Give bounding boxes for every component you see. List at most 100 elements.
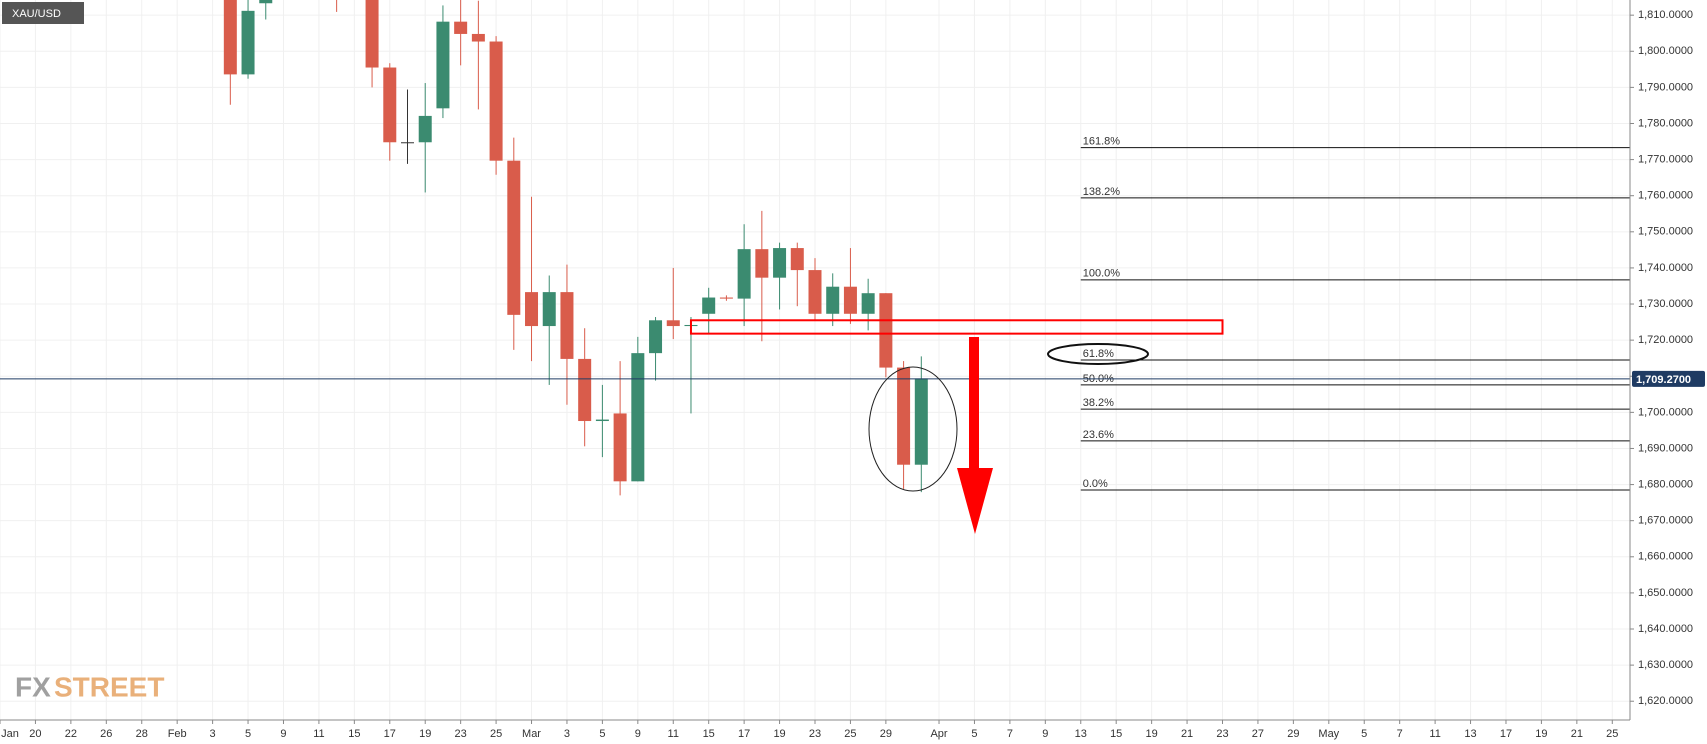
x-tick-label: 5 [245, 728, 251, 740]
candle-body [861, 293, 875, 314]
x-tick-label: 3 [564, 728, 570, 740]
logo-prefix: FX [15, 671, 51, 702]
annotations [868, 337, 1149, 534]
candle-body [649, 320, 663, 354]
y-tick-label: 1,720.0000 [1638, 334, 1693, 346]
x-tick-label: Mar [522, 728, 541, 740]
x-tick-label: 23 [455, 728, 467, 740]
x-tick-label: 27 [1252, 728, 1264, 740]
candle-body [719, 297, 733, 299]
y-tick-label: 1,700.0000 [1638, 406, 1693, 418]
candle-body [595, 419, 609, 422]
logo-suffix: STREET [54, 671, 164, 702]
x-tick-label: 11 [1429, 728, 1440, 740]
y-tick-label: 1,690.0000 [1638, 442, 1693, 454]
candle-body [401, 142, 414, 144]
x-tick-label: 26 [100, 728, 112, 740]
x-tick-label: 19 [1535, 728, 1547, 740]
candle-body [436, 21, 450, 109]
x-tick-label: 19 [1146, 728, 1158, 740]
candle-body [259, 0, 273, 4]
y-tick-label: 1,750.0000 [1638, 226, 1693, 238]
x-tick-label: 3 [210, 728, 216, 740]
y-tick-label: 1,810.0000 [1638, 9, 1693, 21]
x-tick-label: 15 [348, 728, 360, 740]
y-tick-label: 1,800.0000 [1638, 45, 1693, 57]
x-tick-label: 5 [599, 728, 605, 740]
y-tick-label: 1,630.0000 [1638, 659, 1693, 671]
x-tick-label: 23 [1216, 728, 1228, 740]
y-tick-label: 1,740.0000 [1638, 262, 1693, 274]
candle-body [489, 41, 503, 161]
candle-body [418, 115, 432, 143]
x-tick-label: 5 [1361, 728, 1367, 740]
candle-body [383, 67, 397, 143]
x-tick-label: 19 [773, 728, 785, 740]
y-tick-label: 1,790.0000 [1638, 81, 1693, 93]
y-tick-label: 1,640.0000 [1638, 623, 1693, 635]
candle-body [631, 353, 645, 482]
symbol: XAU/USD [12, 8, 61, 20]
y-tick-label: 1,620.0000 [1638, 695, 1693, 707]
fib-label: 0.0% [1083, 478, 1108, 490]
x-tick-label: 9 [1042, 728, 1048, 740]
x-tick-label: 23 [809, 728, 821, 740]
x-tick-label: 25 [844, 728, 856, 740]
x-tick-label: 29 [880, 728, 892, 740]
x-tick-label: 15 [703, 728, 715, 740]
x-tick-label: 13 [1464, 728, 1476, 740]
y-tick-label: 1,660.0000 [1638, 551, 1693, 563]
candle-body [241, 10, 255, 75]
x-tick-label: 9 [635, 728, 641, 740]
x-tick-label: 22 [65, 728, 77, 740]
x-tick-label: May [1318, 728, 1339, 740]
x-tick-label: 25 [490, 728, 502, 740]
last-price-label: 1,709.2700 [1636, 374, 1691, 386]
y-tick-label: 1,650.0000 [1638, 587, 1693, 599]
candle-body [666, 320, 680, 327]
y-tick-label: 1,670.0000 [1638, 515, 1693, 527]
candle-body [843, 286, 857, 314]
x-tick-label: 29 [1287, 728, 1299, 740]
x-tick-label: 19 [419, 728, 431, 740]
fib-label: 61.8% [1083, 348, 1114, 360]
candle-body [578, 358, 592, 422]
arrow-head [957, 468, 993, 534]
x-tick-label: 21 [1571, 728, 1583, 740]
x-tick-label: Apr [930, 728, 947, 740]
candle-body [542, 292, 556, 327]
x-tick-label: 7 [1007, 728, 1013, 740]
candle-body [471, 33, 485, 42]
x-tick-label: 21 [1181, 728, 1193, 740]
candle-body [790, 248, 804, 271]
resistance-zone [689, 319, 1224, 335]
arrow-shaft [969, 337, 979, 472]
fib-label: 23.6% [1083, 429, 1114, 441]
y-tick-label: 1,760.0000 [1638, 190, 1693, 202]
x-tick-label: 17 [1500, 728, 1512, 740]
y-tick-label: 1,770.0000 [1638, 154, 1693, 166]
candle-body [507, 160, 521, 315]
candle-body [223, 0, 237, 75]
candle-body [702, 297, 716, 314]
candle-body [826, 286, 840, 314]
x-tick-label: 9 [280, 728, 286, 740]
candle-body [914, 378, 928, 465]
highlight-ellipse [868, 366, 958, 492]
x-tick-label: 11 [668, 728, 679, 740]
y-tick-label: 1,680.0000 [1638, 478, 1693, 490]
x-tick-label: 13 [1075, 728, 1087, 740]
x-tick-label: 15 [1110, 728, 1122, 740]
x-tick-label: 11 [313, 728, 324, 740]
fib-label: 138.2% [1083, 186, 1121, 198]
candle-body [525, 292, 539, 327]
y-tick-label: 1,780.0000 [1638, 117, 1693, 129]
fib-label: 38.2% [1083, 397, 1114, 409]
candle-body [560, 292, 574, 359]
candle-body [454, 21, 468, 34]
last-price-badge [1632, 370, 1705, 387]
candle-body [737, 249, 751, 299]
x-tick-label: 5 [971, 728, 977, 740]
x-tick-label: 17 [384, 728, 396, 740]
